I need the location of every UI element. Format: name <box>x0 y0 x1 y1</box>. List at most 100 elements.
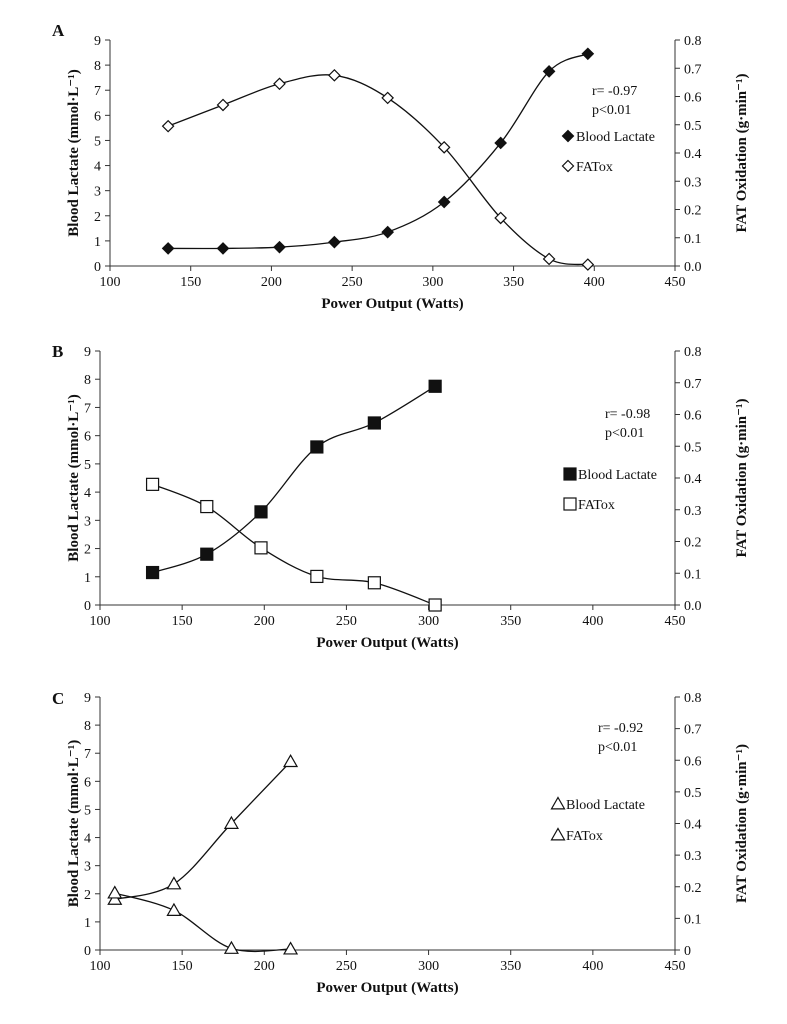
y2-tick-label: 0.2 <box>684 536 702 551</box>
y2-tick-label: 0.8 <box>684 34 702 49</box>
y2-tick-label: 0.6 <box>684 91 702 106</box>
data-point-fatox <box>216 98 230 112</box>
data-point-fatox <box>273 77 286 91</box>
x-tick-label: 300 <box>422 275 443 290</box>
y2-tick-label: 0.0 <box>684 599 702 614</box>
y2-tick-label: 0.2 <box>684 204 702 219</box>
legend-item-fatox: FATox <box>563 497 615 513</box>
legend-item-fatox: FATox <box>550 827 603 844</box>
stat-r-value: r= -0.97 <box>592 84 637 99</box>
x-tick-label: 150 <box>172 614 193 629</box>
legend-marker-fatox <box>561 159 575 173</box>
y2-tick-label: 0.3 <box>684 849 702 864</box>
stat-r-value: r= -0.92 <box>598 721 643 736</box>
x-tick-label: 200 <box>261 275 282 290</box>
y-tick-label: 0 <box>94 260 101 275</box>
data-point-fatox <box>367 576 381 590</box>
data-point-blood-lactate <box>145 565 160 580</box>
data-point-blood-lactate <box>223 815 239 829</box>
data-point-fatox <box>161 119 175 133</box>
legend-marker-blood-lactate <box>550 796 566 810</box>
legend-item-blood-lactate: Blood Lactate <box>563 467 657 483</box>
y2-axis-title: FAT Oxidation (g·min⁻¹) <box>734 73 750 232</box>
data-point-blood-lactate <box>161 242 175 255</box>
y2-tick-label: 0.8 <box>684 345 702 360</box>
y2-tick-label: 0.4 <box>684 818 702 833</box>
panel-letter: C <box>52 689 64 708</box>
y-tick-label: 6 <box>84 775 91 790</box>
data-point-blood-lactate <box>216 242 230 255</box>
y2-axis-title: FAT Oxidation (g·min⁻¹) <box>734 398 750 557</box>
series-line-blood-lactate <box>114 761 292 901</box>
panel-b: B 100 150 200 250 300 350 400 450 0 1 2 3 4 5 6 7 8 9 0.0 0.… <box>52 342 750 651</box>
y-tick-label: 3 <box>94 185 101 200</box>
y2-tick-label: 0.1 <box>684 567 702 582</box>
y2-tick-label: 0.4 <box>684 472 702 487</box>
legend-item-fatox: FATox <box>561 159 613 175</box>
stat-r-value: r= -0.98 <box>605 407 650 422</box>
y-tick-label: 2 <box>94 210 101 225</box>
data-point-fatox <box>200 499 214 514</box>
y-tick-label: 9 <box>84 691 91 706</box>
y-tick-label: 1 <box>84 916 91 931</box>
y2-tick-label: 0.4 <box>684 147 702 162</box>
y-tick-label: 2 <box>84 888 91 903</box>
series-line-fatox <box>152 483 436 606</box>
y2-tick-label: 0.7 <box>684 62 702 77</box>
data-point-fatox <box>107 885 123 899</box>
y-tick-label: 1 <box>84 571 91 586</box>
data-point-fatox <box>381 91 395 105</box>
y-tick-label: 8 <box>84 373 91 388</box>
legend-marker-blood-lactate <box>563 467 577 481</box>
data-point-blood-lactate <box>273 240 286 254</box>
data-point-blood-lactate <box>437 195 451 209</box>
x-tick-label: 250 <box>336 614 357 629</box>
data-point-blood-lactate <box>542 65 556 78</box>
x-tick-label: 450 <box>665 275 686 290</box>
y-tick-label: 0 <box>84 944 91 959</box>
x-axis-title: Power Output (Watts) <box>321 296 463 312</box>
x-tick-label: 100 <box>100 275 121 290</box>
data-point-blood-lactate <box>310 440 324 454</box>
data-point-blood-lactate <box>367 416 381 430</box>
stat-p-value: p<0.01 <box>598 740 637 755</box>
y-tick-label: 8 <box>94 59 101 74</box>
y-tick-label: 4 <box>84 486 91 501</box>
y-tick-label: 5 <box>94 134 101 149</box>
y-tick-label: 6 <box>94 109 101 124</box>
x-tick-label: 400 <box>584 275 605 290</box>
x-tick-label: 300 <box>418 614 439 629</box>
y-tick-label: 9 <box>84 345 91 360</box>
data-point-fatox <box>254 541 268 555</box>
x-tick-label: 250 <box>336 959 357 974</box>
stat-p-value: p<0.01 <box>592 103 631 118</box>
y2-tick-label: 0.7 <box>684 723 702 738</box>
y-axis-title: Blood Lactate (mmol·L⁻¹) <box>66 394 82 561</box>
data-point-blood-lactate <box>200 547 214 561</box>
x-tick-label: 200 <box>254 614 275 629</box>
data-point-blood-lactate <box>107 891 123 905</box>
y-axis-title: Blood Lactate (mmol·L⁻¹) <box>66 69 82 236</box>
y2-tick-label: 0.2 <box>684 881 702 896</box>
y2-tick-label: 0 <box>684 944 691 959</box>
data-point-blood-lactate <box>283 753 299 768</box>
data-point-fatox <box>283 941 299 955</box>
panel-a: A 100 150 200 250 300 350 400 450 0 1 2 3 4 5 6 7 8 9 0.0 0.… <box>52 21 750 312</box>
data-point-fatox <box>542 252 556 266</box>
legend-item-blood-lactate: Blood Lactate <box>561 129 655 145</box>
y-tick-label: 3 <box>84 860 91 875</box>
y-tick-label: 3 <box>84 514 91 529</box>
y-tick-label: 2 <box>84 543 91 558</box>
y-tick-label: 7 <box>84 401 91 416</box>
legend-label: Blood Lactate <box>566 798 645 813</box>
x-axis-title: Power Output (Watts) <box>316 980 458 996</box>
data-point-blood-lactate <box>581 47 595 61</box>
y-axis-title: Blood Lactate (mmol·L⁻¹) <box>66 740 82 907</box>
x-tick-label: 150 <box>180 275 201 290</box>
data-point-blood-lactate <box>428 379 442 393</box>
x-tick-label: 150 <box>172 959 193 974</box>
legend-marker-fatox <box>563 497 577 511</box>
legend-label: FATox <box>576 160 613 175</box>
x-tick-label: 350 <box>500 959 521 974</box>
